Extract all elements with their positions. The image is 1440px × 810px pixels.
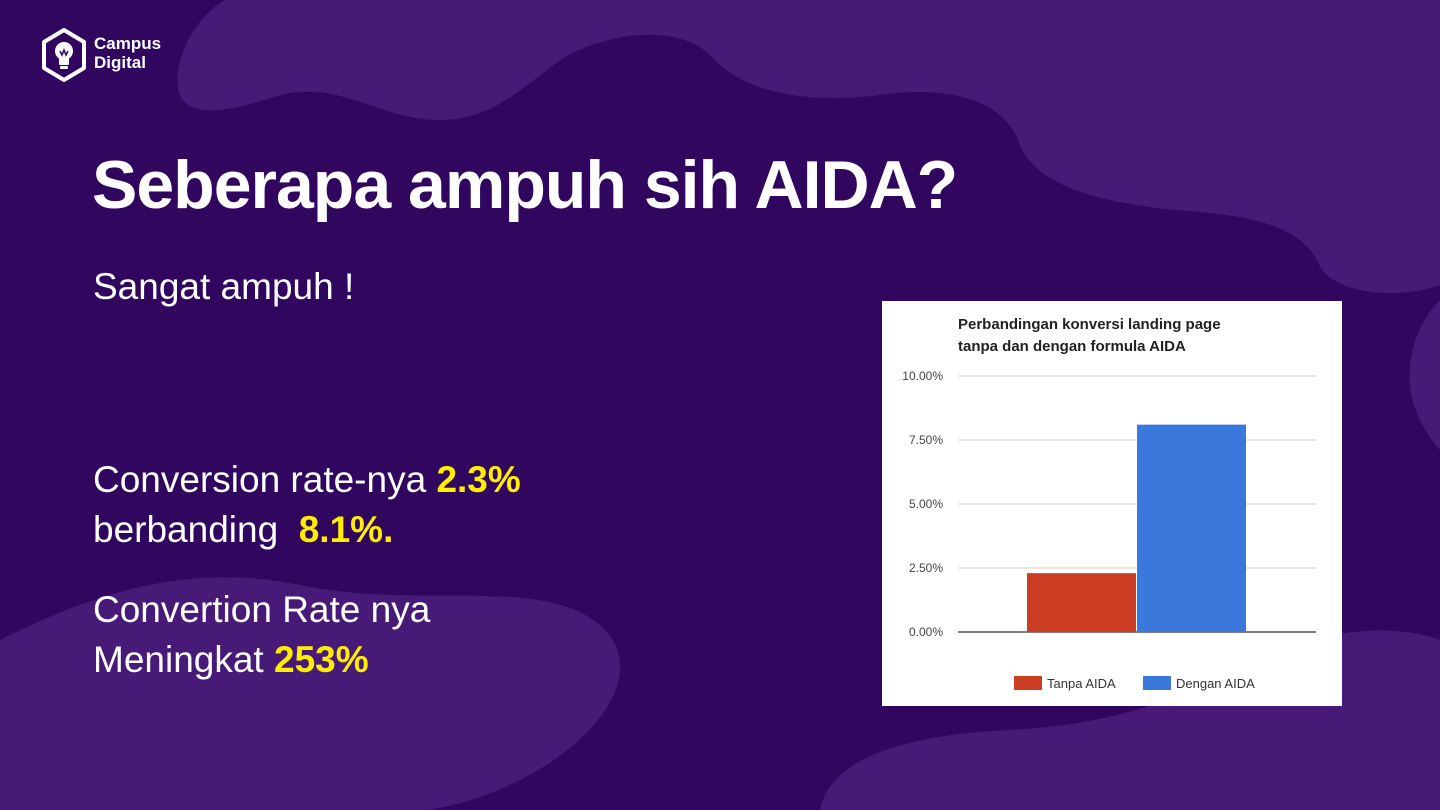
slide-subtitle: Sangat ampuh !: [93, 266, 355, 307]
y-tick-label: 7.50%: [909, 433, 943, 447]
legend-label: Dengan AIDA: [1176, 676, 1255, 691]
y-tick-label: 2.50%: [909, 561, 943, 575]
bg-shape-left: [0, 577, 621, 810]
rate-before-highlight: 2.3%: [436, 459, 521, 500]
conversion-rate-text: Conversion rate-nya: [93, 459, 437, 500]
chart-bar: [1027, 573, 1136, 632]
conversion-rate-line2: berbanding 8.1%.: [93, 505, 521, 555]
comparison-chart: Perbandingan konversi landing page tanpa…: [882, 301, 1342, 706]
y-tick-label: 5.00%: [909, 497, 943, 511]
lightbulb-hexagon-icon: [42, 28, 86, 82]
legend-swatch: [1143, 676, 1171, 690]
chart-title-line1: Perbandingan konversi landing page: [958, 316, 1221, 333]
chart-bar: [1137, 424, 1246, 632]
legend-label: Tanpa AIDA: [1047, 676, 1116, 691]
logo-text-line2: Digital: [94, 53, 146, 72]
chart-plot: 10.00% 7.50% 5.00% 2.50% 0.00% Tanpa AIDA Deng…: [902, 369, 1316, 691]
campus-digital-logo: Campus Digital: [40, 28, 190, 82]
y-tick-label: 10.00%: [902, 369, 943, 383]
chart-title: Perbandingan konversi landing page tanpa…: [958, 314, 1221, 358]
increase-highlight: 253%: [274, 639, 369, 680]
increase-line2: Meningkat 253%: [93, 635, 430, 685]
bg-shape-top: [177, 0, 1440, 293]
conversion-rate-paragraph: Conversion rate-nya 2.3% berbanding 8.1%…: [93, 455, 521, 555]
bg-shape-right-edge: [1409, 300, 1440, 450]
increase-text: Meningkat: [93, 639, 274, 680]
logo-text: Campus Digital: [94, 34, 161, 72]
conversion-rate-line1: Conversion rate-nya 2.3%: [93, 455, 521, 505]
y-tick-label: 0.00%: [909, 625, 943, 639]
chart-title-line2: tanpa dan dengan formula AIDA: [958, 338, 1186, 355]
slide-title: Seberapa ampuh sih AIDA?: [92, 147, 958, 223]
increase-line1: Convertion Rate nya: [93, 589, 431, 630]
increase-paragraph: Convertion Rate nya Meningkat 253%: [93, 585, 430, 685]
logo-text-line1: Campus: [94, 34, 162, 53]
rate-after-highlight: 8.1%.: [298, 509, 394, 550]
comparison-text: berbanding: [93, 509, 299, 550]
legend-swatch: [1014, 676, 1042, 690]
